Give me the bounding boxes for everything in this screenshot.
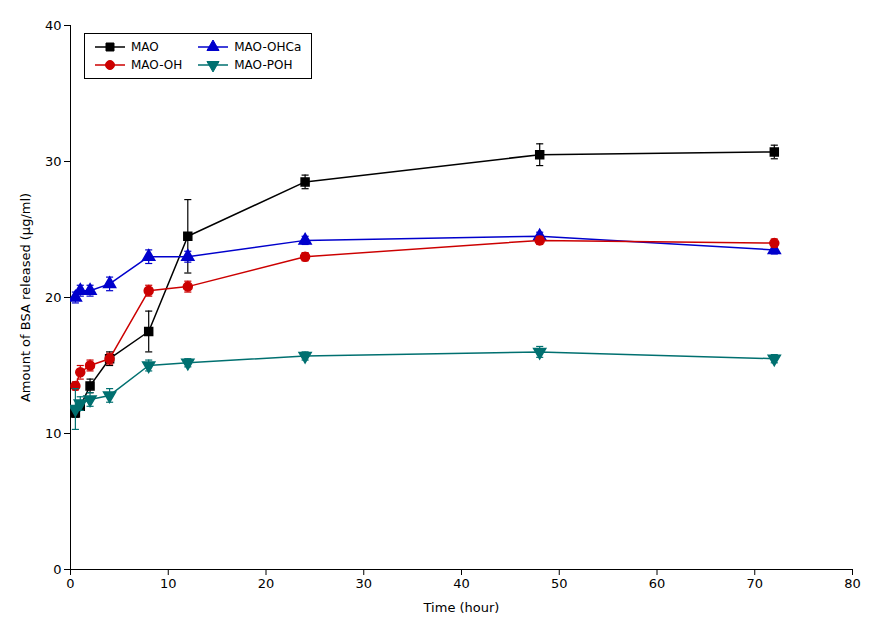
html-text:MAO-OHCa: MAO-OHCa bbox=[234, 40, 302, 54]
html-text:MAO: MAO bbox=[131, 40, 159, 54]
html-text:MAO-POH: MAO-POH bbox=[234, 58, 293, 72]
svg-text:20: 20 bbox=[45, 290, 62, 305]
svg-text:60: 60 bbox=[649, 576, 666, 591]
svg-text:70: 70 bbox=[746, 576, 763, 591]
html-text:MAO-OH: MAO-OH bbox=[131, 58, 183, 72]
svg-text:40: 40 bbox=[45, 18, 62, 33]
svg-text:30: 30 bbox=[355, 576, 372, 591]
svg-text:0: 0 bbox=[53, 562, 61, 577]
svg-text:0: 0 bbox=[66, 576, 74, 591]
svg-text:50: 50 bbox=[551, 576, 568, 591]
svg-text:10: 10 bbox=[45, 426, 62, 441]
svg-text:30: 30 bbox=[45, 154, 62, 169]
svg-text:10: 10 bbox=[160, 576, 177, 591]
svg-text:40: 40 bbox=[453, 576, 470, 591]
svg-text:Amount of BSA released (μg/ml): Amount of BSA released (μg/ml) bbox=[18, 193, 33, 402]
svg-text:Time (hour): Time (hour) bbox=[423, 600, 500, 615]
svg-text:20: 20 bbox=[258, 576, 275, 591]
svg-text:80: 80 bbox=[844, 576, 861, 591]
